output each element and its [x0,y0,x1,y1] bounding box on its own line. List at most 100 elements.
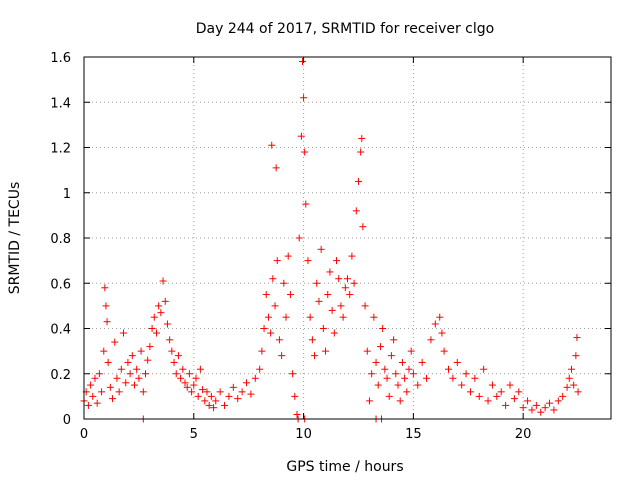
data-point [133,365,141,373]
data-point [409,370,417,378]
data-point [91,374,99,382]
data-point [311,352,319,360]
data-point [326,268,334,276]
data-point [216,388,224,396]
data-point [205,401,213,409]
data-point [335,275,343,283]
data-point [532,401,540,409]
data-point [301,148,309,156]
data-point [394,381,402,389]
data-point [128,352,136,360]
data-point [354,177,362,185]
data-point [181,379,189,387]
data-point [438,329,446,337]
data-point [484,397,492,405]
data-point [358,134,366,142]
data-point [427,336,435,344]
x-axis-label: GPS time / hours [286,459,403,475]
data-point [242,379,250,387]
data-point [515,388,523,396]
data-point [390,336,398,344]
data-point [379,325,387,332]
data-point [572,352,580,360]
data-point [458,381,466,389]
data-point [273,257,281,265]
y-tick-label: 1 [63,187,71,202]
data-point [117,365,125,373]
data-point [166,336,174,344]
data-point [510,395,518,403]
data-point [291,392,299,400]
data-point [150,313,158,321]
y-tick-label: 0 [63,413,71,428]
data-point [172,370,180,378]
data-point [480,365,488,373]
data-point [207,392,215,400]
data-point [95,370,103,378]
data-point [196,365,204,373]
data-point [546,399,554,407]
data-point [225,392,233,400]
data-point [139,388,147,396]
data-point [109,395,117,403]
data-point [453,358,461,366]
data-point [115,388,123,396]
data-point [201,397,209,405]
data-point [567,365,575,373]
data-point [269,275,277,283]
data-point [348,252,356,260]
data-point [440,347,448,355]
x-axis: 0 5 10 15 20 [80,57,532,442]
data-point [289,370,297,378]
data-point [550,406,558,414]
data-point [372,358,380,366]
data-point [330,329,338,337]
data-point [431,320,439,328]
data-point [192,374,200,382]
data-point [106,383,114,391]
data-point [298,58,306,66]
data-point [267,329,275,337]
y-tick-label: 0.8 [50,232,71,247]
data-point [293,410,301,418]
data-point [361,302,369,310]
data-point [126,370,134,378]
data-point [102,302,110,310]
data-point [155,302,163,310]
data-point [124,358,132,366]
data-point [87,381,95,389]
data-point [315,297,323,305]
data-point [161,297,169,305]
data-point [251,374,259,382]
data-point [407,347,415,355]
x-tick-label: 5 [190,427,198,442]
data-point [103,318,111,326]
data-point [264,313,272,321]
data-point [570,381,578,389]
data-point [445,365,453,373]
data-point [344,275,351,283]
data-point [210,404,218,412]
data-point [229,383,237,391]
data-point [573,334,581,342]
x-tick-label: 20 [515,427,532,442]
data-point [199,386,207,394]
data-point [502,401,510,409]
data-point [306,313,314,321]
data-point [295,234,303,242]
data-point [304,257,312,265]
x-tick-label: 0 [80,427,88,442]
data-point [212,397,220,405]
y-axis-label: SRMTID / TECUs [7,182,23,295]
points-layer [80,58,582,423]
data-point [328,306,336,314]
data-point [247,390,255,398]
data-point [188,388,196,396]
data-point [376,343,384,351]
y-tick-label: 1.6 [50,51,71,66]
data-point [238,388,246,396]
data-point [163,320,171,328]
data-point [100,347,108,355]
data-point [436,313,444,321]
